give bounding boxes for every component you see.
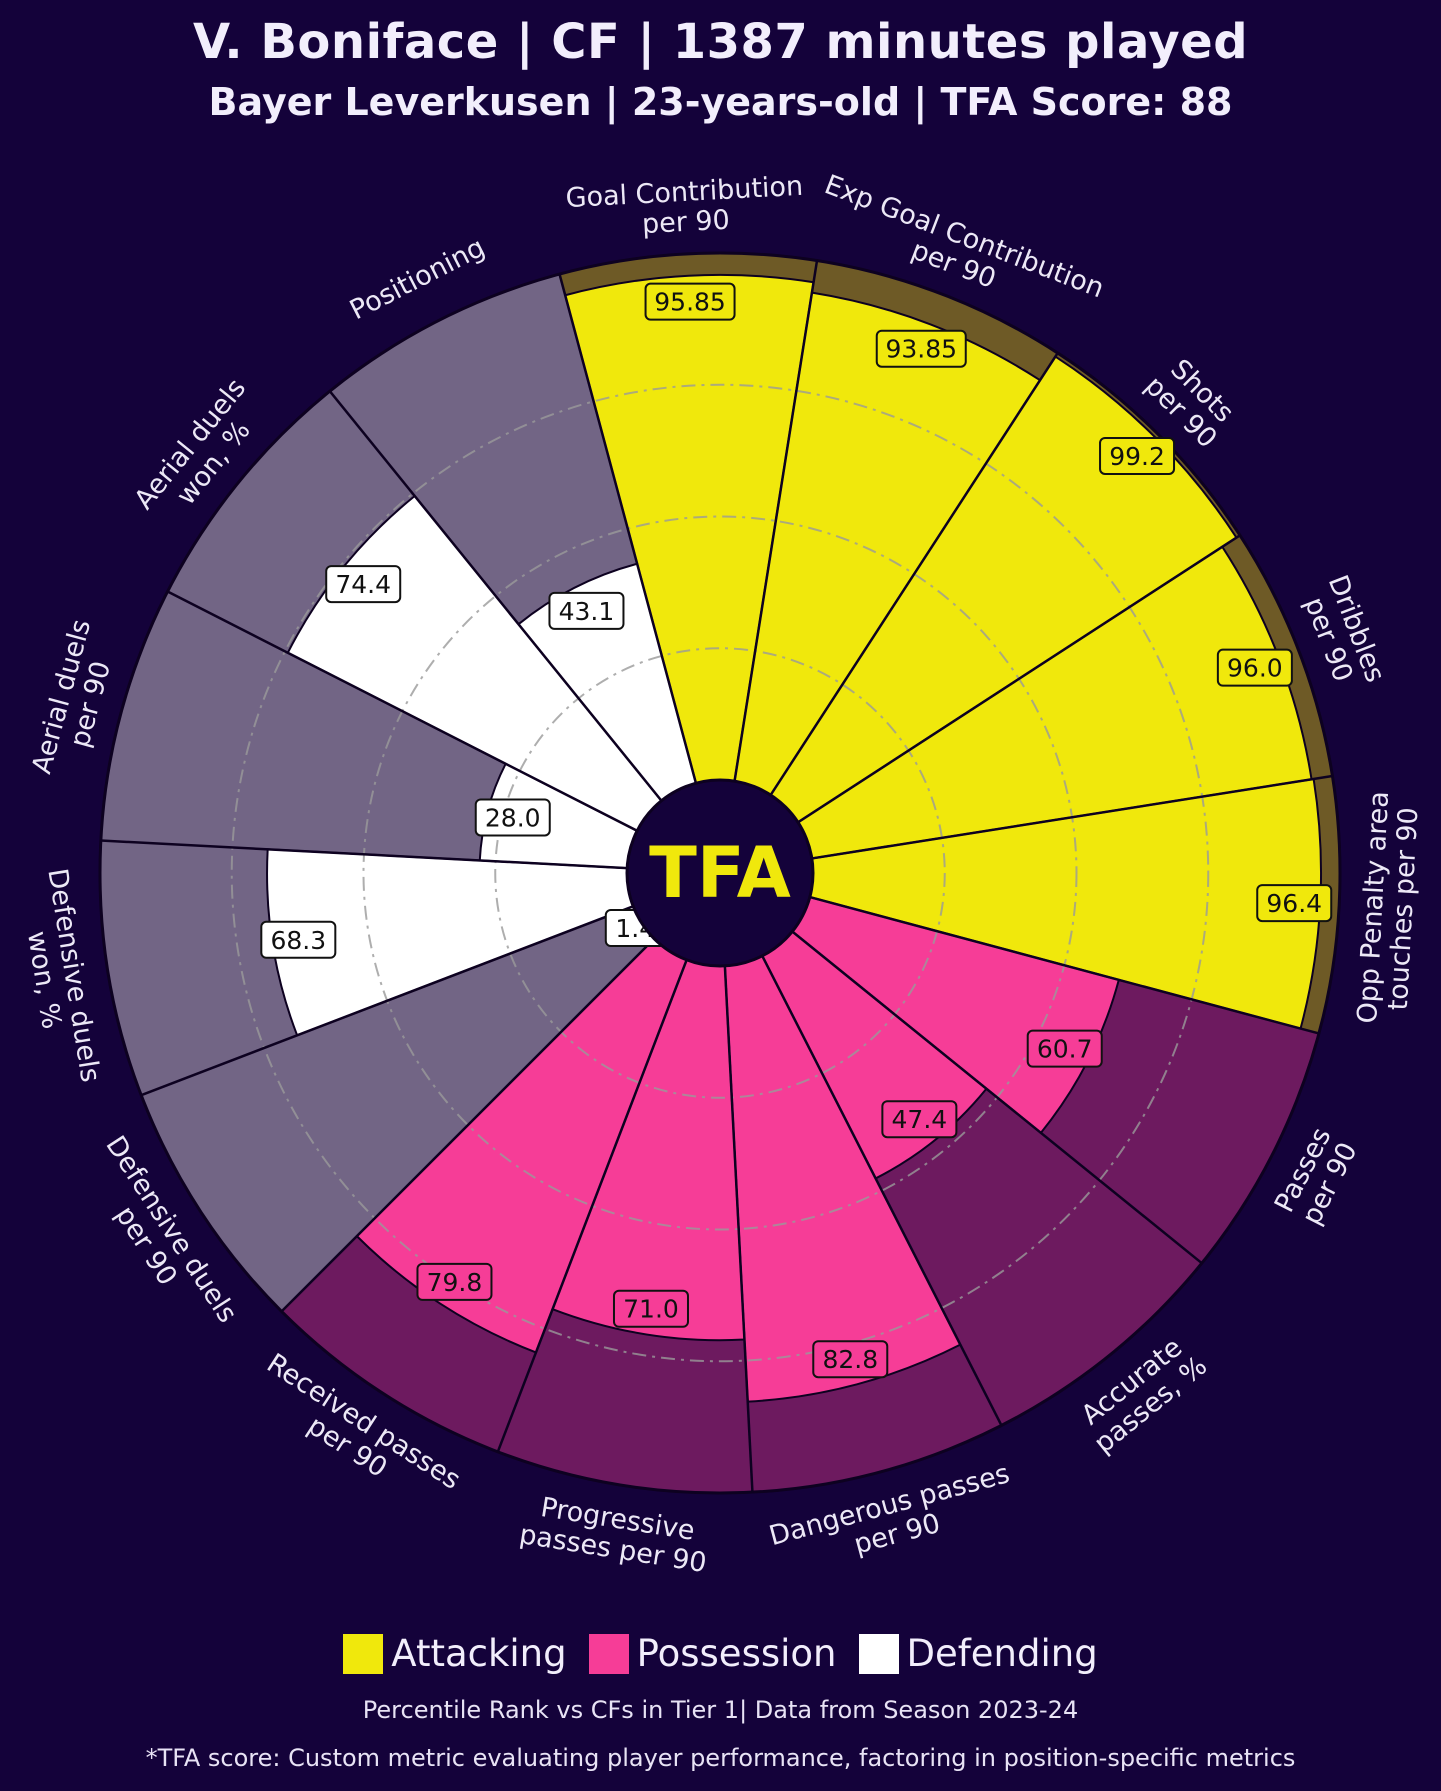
gridline-75	[230, 383, 1210, 1363]
value-box-progressive-passes-per-90	[612, 1289, 689, 1328]
chart-title: V. Boniface | CF | 1387 minutes played	[192, 14, 1249, 70]
value-label-progressive-passes-per-90: 71.0	[612, 1289, 689, 1328]
outer-border	[98, 251, 1342, 1495]
value-text-aerial-duels-won: 74.4	[335, 570, 391, 599]
slice-divider	[791, 930, 1203, 1265]
value-box-opp-penalty-area-touches-per-90	[1256, 884, 1333, 923]
category-label-defensive-duels-won: Defensive duelswon, %	[12, 866, 106, 1089]
legend: Attacking Possession Defending	[0, 1632, 1441, 1675]
legend-item-attacking: Attacking	[343, 1632, 567, 1675]
value-box-dribbles-per-90	[1216, 648, 1293, 687]
legend-swatch-attacking	[343, 1633, 384, 1674]
value-label-shots-per-90: 99.2	[1099, 436, 1176, 475]
value-text-aerial-duels-per-90: 28.0	[485, 803, 541, 832]
value-box-aerial-duels-won	[325, 565, 402, 604]
value-text-exp-goal-contribution-per-90: 93.85	[885, 335, 957, 364]
tfa-logo: TFA	[649, 832, 791, 914]
legend-swatch-defending	[858, 1633, 899, 1674]
legend-label-attacking: Attacking	[391, 1632, 567, 1675]
value-text-shots-per-90: 99.2	[1109, 442, 1165, 471]
slice-divider	[733, 260, 819, 782]
category-label-passes-per-90: Passesper 90	[1269, 1123, 1364, 1231]
value-box-dangerous-passes-per-90	[812, 1340, 889, 1379]
value-label-dribbles-per-90: 96.0	[1216, 648, 1293, 687]
value-label-defensive-duels-won: 68.3	[260, 920, 337, 959]
value-text-dangerous-passes-per-90: 82.8	[822, 1345, 878, 1374]
legend-swatch-possession	[588, 1633, 629, 1674]
slice-divider	[797, 534, 1241, 824]
value-box-aerial-duels-per-90	[474, 798, 551, 837]
value-label-opp-penalty-area-touches-per-90: 96.4	[1256, 884, 1333, 923]
value-label-goal-contribution-per-90: 95.85	[644, 282, 736, 321]
legend-item-possession: Possession	[588, 1632, 837, 1675]
slice-divider	[100, 839, 628, 870]
value-text-goal-contribution-per-90: 95.85	[654, 288, 726, 317]
value-box-accurate-passes	[881, 1100, 958, 1139]
pizza-chart: 95.85 93.85 99.2 96.0 96.4 60.7 47.4 82.8 71.0 79…	[12, 169, 1425, 1579]
gridline-50	[362, 515, 1078, 1231]
value-text-progressive-passes-per-90: 71.0	[623, 1295, 679, 1324]
tfa-score-note: *TFA score: Custom metric evaluating pla…	[145, 1744, 1296, 1772]
category-label-opp-penalty-area-touches-per-90: Opp Penalty areatouches per 90	[1352, 790, 1425, 1025]
value-label-aerial-duels-per-90: 28.0	[474, 798, 551, 837]
slice-divider	[809, 895, 1320, 1035]
value-text-opp-penalty-area-touches-per-90: 96.4	[1266, 889, 1322, 918]
value-text-accurate-passes: 47.4	[892, 1105, 948, 1134]
value-text-dribbles-per-90: 96.0	[1227, 654, 1283, 683]
slice-divider	[167, 590, 638, 832]
legend-item-defending: Defending	[858, 1632, 1098, 1675]
slice-divider	[761, 955, 1003, 1426]
center-logo-circle	[625, 778, 815, 968]
value-text-positioning: 43.1	[559, 597, 615, 626]
value-box-exp-goal-contribution-per-90	[875, 329, 967, 368]
value-label-exp-goal-contribution-per-90: 93.85	[875, 329, 967, 368]
legend-label-possession: Possession	[636, 1632, 837, 1675]
value-label-passes-per-90: 60.7	[1026, 1029, 1103, 1068]
category-label-goal-contribution-per-90: Goal Contributionper 90	[565, 171, 806, 244]
source-note: Percentile Rank vs CFs in Tier 1| Data f…	[362, 1696, 1079, 1724]
legend-label-defending: Defending	[906, 1632, 1098, 1675]
slice-divider	[280, 937, 656, 1313]
slice-divider	[723, 965, 754, 1493]
value-box-shots-per-90	[1099, 436, 1176, 475]
slice-bg-defensive-duels-per-90	[141, 906, 655, 1312]
value-label-aerial-duels-won: 74.4	[325, 565, 402, 604]
value-label-positioning: 43.1	[548, 591, 625, 630]
value-box-goal-contribution-per-90	[644, 282, 736, 321]
value-box-passes-per-90	[1026, 1029, 1103, 1068]
slice-divider	[496, 959, 688, 1453]
value-text-defensive-duels-won: 68.3	[270, 926, 326, 955]
slice-divider	[769, 352, 1059, 796]
value-box-positioning	[548, 591, 625, 630]
chart-subtitle: Bayer Leverkusen | 23-years-old | TFA Sc…	[208, 80, 1233, 124]
slice-divider	[811, 774, 1333, 860]
slice-divider	[558, 273, 698, 784]
value-text-received-passes-per-90: 79.8	[427, 1268, 483, 1297]
slice-divider	[140, 905, 634, 1097]
value-text-passes-per-90: 60.7	[1037, 1035, 1093, 1064]
value-box-received-passes-per-90	[416, 1262, 493, 1301]
value-box-defensive-duels-won	[260, 920, 337, 959]
category-label-progressive-passes-per-90: Progressivepasses per 90	[517, 1489, 713, 1579]
value-label-accurate-passes: 47.4	[881, 1100, 958, 1139]
slice-divider	[328, 390, 663, 802]
gridline-25	[494, 647, 946, 1099]
value-label-dangerous-passes-per-90: 82.8	[812, 1340, 889, 1379]
value-label-received-passes-per-90: 79.8	[416, 1262, 493, 1301]
